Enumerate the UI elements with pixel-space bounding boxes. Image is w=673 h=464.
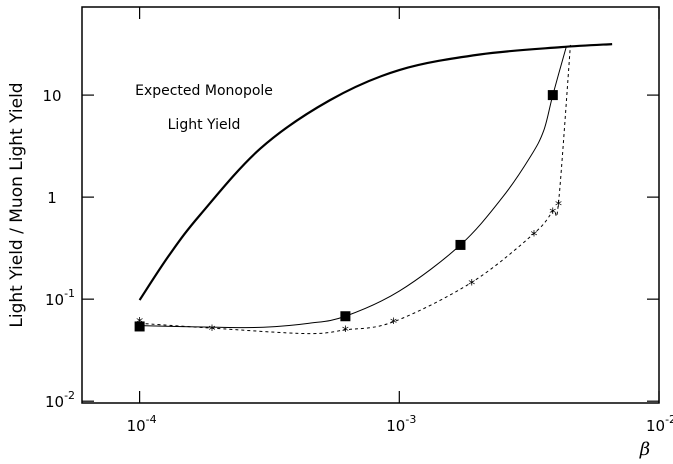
y-tick-label-exponent: -1 <box>64 287 75 300</box>
star-marker: * <box>342 324 349 340</box>
line <box>139 44 571 335</box>
x-tick-label: 10-2 <box>646 413 673 435</box>
y-tick-label-base: 10 <box>45 291 64 309</box>
star-marker: * <box>555 198 562 214</box>
y-tick-label: 10-2 <box>45 389 75 411</box>
x-tick-label-exponent: -3 <box>405 413 416 426</box>
y-tick-label: 1 <box>47 189 57 207</box>
star-marker: * <box>390 316 397 332</box>
line <box>138 43 613 301</box>
square-marker <box>455 239 466 250</box>
annotation: Light Yield <box>168 117 241 133</box>
x-tick-label-exponent: -4 <box>146 413 157 426</box>
square-marker <box>547 90 558 101</box>
x-tick-label: 10-3 <box>386 413 416 435</box>
star-marker: * <box>549 206 556 222</box>
y-tick-label-exponent: -2 <box>64 389 75 402</box>
star-marker: * <box>136 315 143 331</box>
plot-frame <box>81 6 660 404</box>
annotation: Expected Monopole <box>135 83 273 99</box>
y-tick-label: 10 <box>42 87 61 105</box>
square-marker <box>340 311 351 322</box>
line <box>139 46 567 329</box>
star-marker: * <box>468 277 475 293</box>
x-tick-label-base: 10 <box>127 417 146 435</box>
x-tick-label-base: 10 <box>386 417 405 435</box>
x-tick-label-base: 10 <box>646 417 665 435</box>
y-axis-label: Light Yield / Muon Light Yield <box>7 82 27 327</box>
y-tick-label: 10-1 <box>45 287 75 309</box>
star-marker: * <box>530 229 537 245</box>
y-tick-label-base: 10 <box>45 393 64 411</box>
square-marker <box>134 321 145 332</box>
x-tick-label-exponent: -2 <box>665 413 673 426</box>
star-marker: * <box>209 323 216 339</box>
x-tick-label: 10-4 <box>127 413 157 435</box>
x-axis-label: β <box>639 439 650 460</box>
